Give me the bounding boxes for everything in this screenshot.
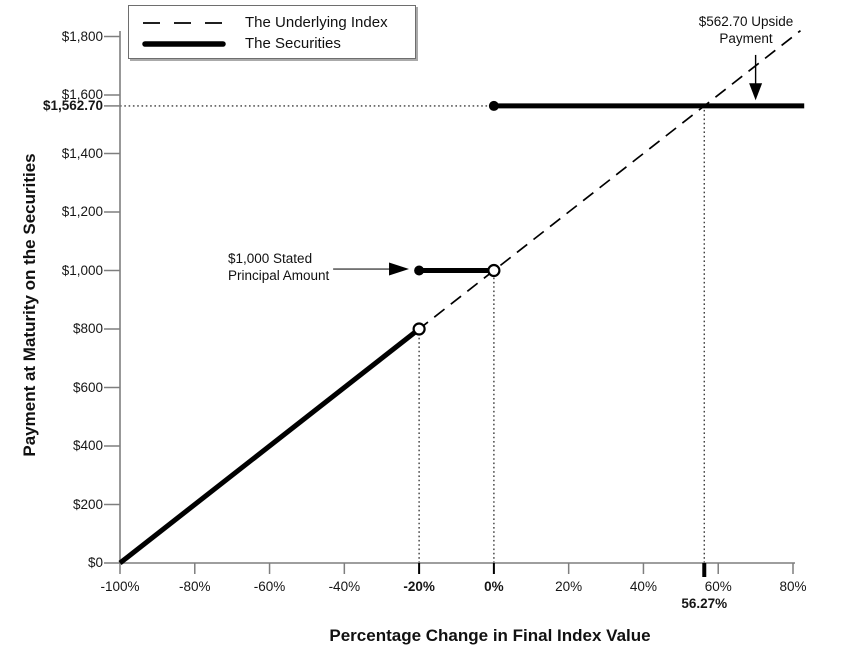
dashed-line-sample-icon xyxy=(143,21,229,24)
open-circle-marker xyxy=(487,263,501,278)
filled-dot-marker xyxy=(414,265,425,276)
stated-principal-annotation: $1,000 Stated Principal Amount xyxy=(228,250,329,284)
upside-payment-annotation-line2: Payment xyxy=(719,31,773,46)
legend: The Underlying Index The Securities xyxy=(128,5,416,59)
y-tick-label: $1,400 xyxy=(61,145,103,161)
filled-dot-marker xyxy=(488,100,499,111)
x-tick-label: -80% xyxy=(179,579,211,594)
y-tick-label: $800 xyxy=(72,321,103,336)
upside-arrowhead xyxy=(749,83,763,101)
stated-principal-annotation-line1: $1,000 Stated xyxy=(228,251,313,266)
legend-row-underlying-index: The Underlying Index xyxy=(141,12,415,33)
y-tick-label: $1,200 xyxy=(61,204,103,219)
upside-payment-annotation-line1: $562.70 Upside xyxy=(698,14,794,29)
x-tick-label: -40% xyxy=(328,579,361,594)
y-tick-label: $200 xyxy=(72,496,103,512)
thick-line-sample-icon xyxy=(142,40,226,47)
y-tick-label: $400 xyxy=(72,438,103,453)
cap-index-change-label: 56.27% xyxy=(681,596,728,611)
securities-segment xyxy=(118,327,421,565)
x-axis-title: Percentage Change in Final Index Value xyxy=(329,626,651,645)
x-tick-label: 20% xyxy=(555,579,583,594)
legend-label-securities: The Securities xyxy=(245,35,341,52)
y-tick-label: $1,600 xyxy=(61,87,103,102)
open-circle-marker xyxy=(412,322,426,336)
y-tick-label: $0 xyxy=(87,555,103,570)
y-tick-label: $1,000 xyxy=(61,262,103,278)
stated-principal-annotation-line2: Principal Amount xyxy=(228,268,330,283)
y-tick-label: $1,800 xyxy=(61,28,103,44)
x-tick-label: -100% xyxy=(100,579,140,594)
y-axis-title: Payment at Maturity on the Securities xyxy=(20,153,39,457)
x-tick-label: -60% xyxy=(253,579,286,594)
legend-row-securities: The Securities xyxy=(141,33,415,54)
x-tick-label: -20% xyxy=(403,579,435,594)
underlying-index-line xyxy=(119,29,802,564)
cap-payment-label: $1,562.70 xyxy=(42,97,103,113)
x-tick-label: 60% xyxy=(704,579,732,594)
x-tick-label: 80% xyxy=(779,579,807,594)
y-tick-label: $600 xyxy=(72,379,103,395)
x-tick-label: 0% xyxy=(484,579,504,594)
principal-arrowhead xyxy=(389,262,410,276)
upside-payment-annotation: $562.70 Upside Payment xyxy=(674,13,818,47)
legend-label-underlying-index: The Underlying Index xyxy=(245,14,388,31)
x-tick-label: 40% xyxy=(629,579,657,594)
